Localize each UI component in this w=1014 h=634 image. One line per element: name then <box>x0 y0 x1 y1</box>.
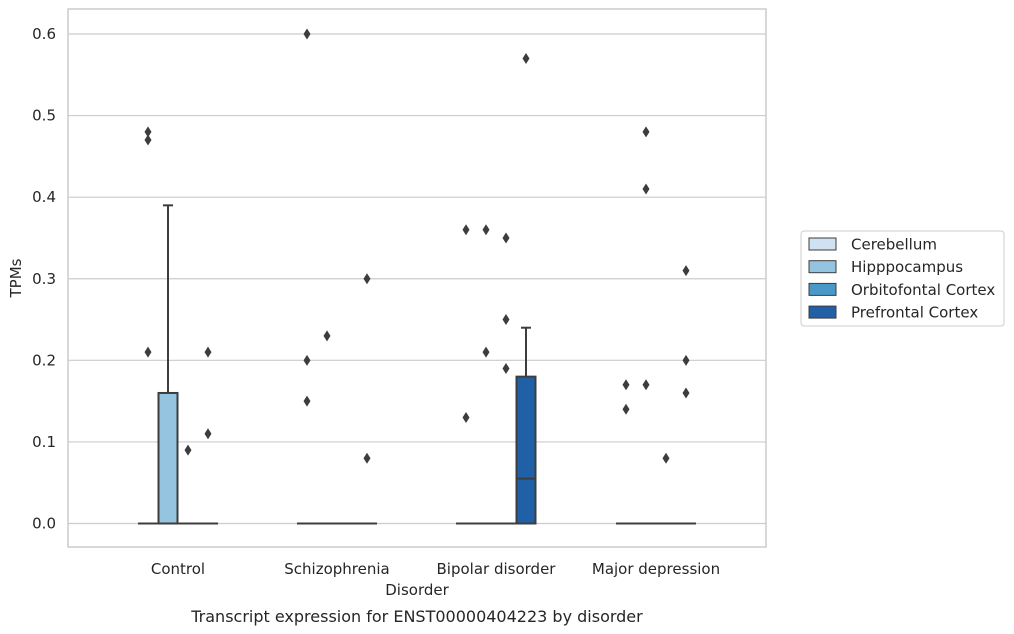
x-axis-ticks: Control Schizophrenia Bipolar disorder Majo… <box>151 560 720 578</box>
outlier-point <box>303 395 311 407</box>
outlier-point <box>502 362 510 374</box>
plot-frame <box>67 8 767 548</box>
boxes <box>138 204 696 525</box>
outlier-point <box>482 346 490 358</box>
outlier-point <box>502 314 510 326</box>
outlier-point <box>144 134 152 146</box>
y-tick-label: 0.4 <box>32 188 56 206</box>
grid-lines <box>68 33 766 525</box>
outlier-point <box>323 330 331 342</box>
y-tick-label: 0.6 <box>32 25 56 43</box>
legend-swatch <box>808 305 837 319</box>
outlier-point <box>682 354 690 366</box>
legend-label: Prefrontal Cortex <box>851 304 978 322</box>
outlier-point <box>204 428 212 440</box>
legend-swatch <box>808 282 837 296</box>
outlier-point <box>522 52 530 64</box>
outlier-point <box>502 232 510 244</box>
x-tick-label: Bipolar disorder <box>437 560 557 578</box>
y-tick-label: 0.1 <box>32 433 56 451</box>
x-axis-title: Disorder <box>385 581 449 599</box>
y-tick-label: 0.5 <box>32 107 56 125</box>
outlier-point <box>682 387 690 399</box>
y-tick-label: 0.2 <box>32 351 56 369</box>
legend: Cerebellum Hipppocampus Orbitofontal Corte… <box>800 230 1005 327</box>
outlier-point <box>642 379 650 391</box>
box-4-3 <box>515 326 537 525</box>
outlier-point <box>462 224 470 236</box>
outlier-point <box>303 354 311 366</box>
outlier-point <box>482 224 490 236</box>
legend-label: Cerebellum <box>851 236 937 254</box>
legend-swatch <box>808 260 837 274</box>
x-tick-label: Schizophrenia <box>284 560 389 578</box>
outlier-point <box>144 346 152 358</box>
outlier-point <box>642 126 650 138</box>
legend-frame <box>800 230 1005 327</box>
legend-label: Orbitofontal Cortex <box>851 281 995 299</box>
outlier-point <box>622 379 630 391</box>
outlier-point <box>184 444 192 456</box>
outlier-point <box>303 28 311 40</box>
outlier-point <box>622 403 630 415</box>
chart-caption: Transcript expression for ENST0000040422… <box>190 607 643 626</box>
outlier-point <box>462 411 470 423</box>
box-2-1 <box>157 204 179 525</box>
outliers <box>144 28 690 464</box>
box-rect <box>157 391 179 525</box>
y-tick-label: 0.3 <box>32 270 56 288</box>
y-axis-ticks: 0.0 0.1 0.2 0.3 0.4 0.5 0.6 <box>32 25 56 533</box>
outlier-point <box>642 183 650 195</box>
outlier-point <box>682 265 690 277</box>
outlier-point <box>144 126 152 138</box>
y-axis-title: TPMs <box>7 258 25 298</box>
legend-label: Hipppocampus <box>851 258 963 276</box>
x-tick-label: Control <box>151 560 205 578</box>
y-tick-label: 0.0 <box>32 515 56 533</box>
x-tick-label: Major depression <box>592 560 720 578</box>
legend-swatch <box>808 237 837 251</box>
outlier-point <box>204 346 212 358</box>
outlier-point <box>363 452 371 464</box>
box-rect <box>515 375 537 525</box>
outlier-point <box>662 452 670 464</box>
outlier-point <box>363 273 371 285</box>
